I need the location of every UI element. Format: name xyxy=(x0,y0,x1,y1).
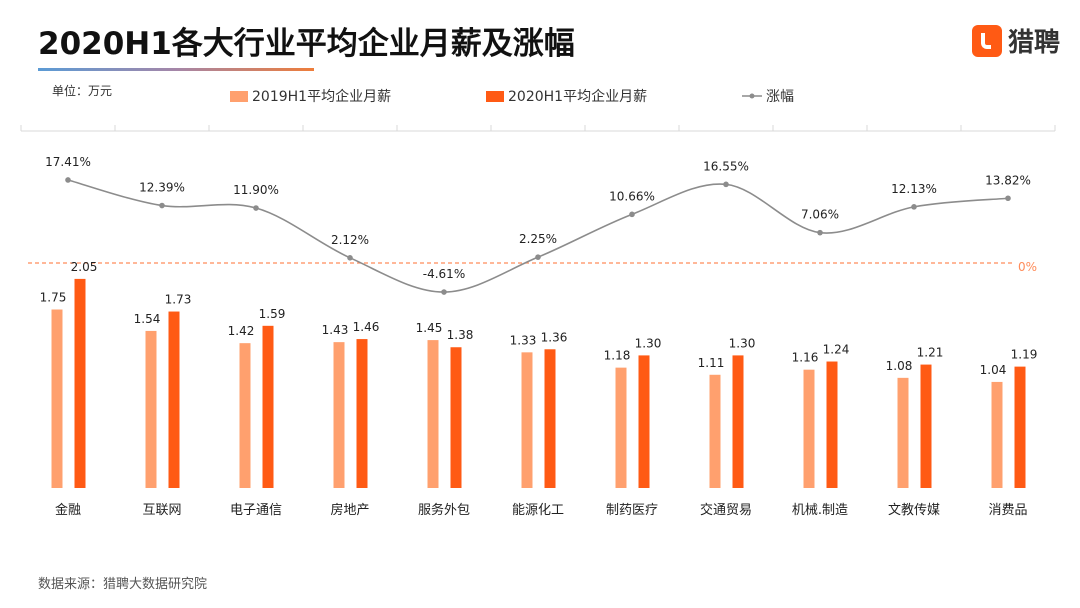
unit-label: 单位：万元 xyxy=(52,84,113,98)
bar-value-label: 1.04 xyxy=(980,363,1007,377)
bar xyxy=(544,349,556,488)
bar-value-label: 1.19 xyxy=(1011,348,1038,362)
bar-value-label: 1.11 xyxy=(698,356,725,370)
category-label: 机械.制造 xyxy=(792,503,848,518)
growth-point xyxy=(911,204,917,210)
legend-label: 2020H1平均企业月薪 xyxy=(508,89,648,105)
bar-value-label: 1.43 xyxy=(322,323,349,337)
category-label: 电子通信 xyxy=(230,503,282,518)
growth-label: 10.66% xyxy=(609,189,655,203)
category-label: 互联网 xyxy=(142,503,181,518)
bar-value-label: 1.33 xyxy=(510,333,537,347)
bar-value-label: 1.30 xyxy=(635,336,662,350)
category-label: 金融 xyxy=(55,502,81,518)
bar xyxy=(897,377,909,488)
chart-title: 2020H1各大行业平均企业月薪及涨幅 xyxy=(38,26,575,62)
bar xyxy=(732,355,744,488)
zero-reference-label: 0% xyxy=(1018,260,1037,274)
bar-value-label: 1.30 xyxy=(729,336,756,350)
legend-swatch xyxy=(486,90,504,102)
growth-label: 16.55% xyxy=(703,159,749,173)
category-label: 房地产 xyxy=(330,502,369,518)
bar-value-label: 1.36 xyxy=(541,330,568,344)
bar-value-label: 1.75 xyxy=(40,291,67,305)
growth-point xyxy=(1005,195,1011,202)
bar xyxy=(450,347,462,488)
bar-value-label: 1.18 xyxy=(604,349,631,363)
legend-2019: 2019H1平均企业月薪 xyxy=(230,86,391,106)
legend-growth: 涨幅 xyxy=(742,86,794,106)
legend-label: 2019H1平均企业月薪 xyxy=(252,89,392,105)
title-underline xyxy=(38,68,314,71)
legend-2020: 2020H1平均企业月薪 xyxy=(486,86,647,106)
growth-point xyxy=(65,177,71,183)
bar xyxy=(1014,366,1026,488)
bar xyxy=(74,278,86,488)
growth-point xyxy=(253,205,259,211)
bar-value-label: 1.16 xyxy=(792,351,819,365)
growth-point xyxy=(723,181,729,188)
growth-label: 17.41% xyxy=(45,155,91,169)
growth-label: 11.90% xyxy=(233,183,279,197)
bar-value-label: 1.21 xyxy=(917,346,944,360)
bar xyxy=(427,340,439,488)
bar xyxy=(615,367,627,488)
category-label: 消费品 xyxy=(988,503,1027,518)
growth-point xyxy=(535,254,541,260)
bar xyxy=(51,309,63,488)
bar-value-label: 2.05 xyxy=(71,260,98,274)
bar-value-label: 1.42 xyxy=(228,324,255,338)
source-note: 数据来源：猎聘大数据研究院 xyxy=(38,577,208,592)
growth-label: 2.25% xyxy=(519,232,557,246)
growth-label: 13.82% xyxy=(985,173,1031,187)
category-label: 交通贸易 xyxy=(700,502,752,518)
bar-value-label: 1.08 xyxy=(886,359,913,373)
logo-icon xyxy=(971,24,1002,57)
bar-value-label: 1.59 xyxy=(259,307,286,321)
growth-point xyxy=(629,211,635,218)
growth-point xyxy=(817,229,823,236)
growth-label: 7.06% xyxy=(801,208,839,222)
category-label: 能源化工 xyxy=(512,503,564,518)
growth-label: 12.13% xyxy=(891,182,937,196)
legend-swatch xyxy=(230,90,248,102)
bar xyxy=(262,325,274,488)
growth-label: 12.39% xyxy=(139,181,185,195)
bar-value-label: 1.54 xyxy=(134,312,161,326)
growth-label: -4.61% xyxy=(423,267,465,281)
logo: 猎聘 xyxy=(971,22,1060,59)
bar xyxy=(356,339,368,488)
bar xyxy=(638,355,650,488)
bar xyxy=(239,343,251,488)
growth-point xyxy=(441,289,447,295)
bar xyxy=(826,361,838,488)
bar-value-label: 1.45 xyxy=(416,321,443,335)
category-label: 服务外包 xyxy=(418,502,470,518)
growth-label: 2.12% xyxy=(331,233,369,247)
legend-line-icon xyxy=(742,93,762,99)
bar-value-label: 1.38 xyxy=(447,328,474,342)
bar xyxy=(521,352,533,488)
growth-point xyxy=(159,202,165,209)
bar xyxy=(709,374,721,488)
category-label: 文教传媒 xyxy=(888,502,940,518)
bar xyxy=(333,342,345,488)
bar xyxy=(920,364,932,488)
bar-value-label: 1.73 xyxy=(165,293,192,307)
bar xyxy=(991,381,1003,488)
bar-value-label: 1.46 xyxy=(353,320,380,334)
bar xyxy=(168,311,180,488)
growth-point xyxy=(347,255,353,261)
category-label: 制药医疗 xyxy=(606,503,658,518)
logo-text: 猎聘 xyxy=(1007,28,1060,58)
legend-label: 涨幅 xyxy=(766,89,794,105)
bar xyxy=(145,330,157,488)
bar xyxy=(803,369,815,488)
bar-value-label: 1.24 xyxy=(823,343,850,357)
